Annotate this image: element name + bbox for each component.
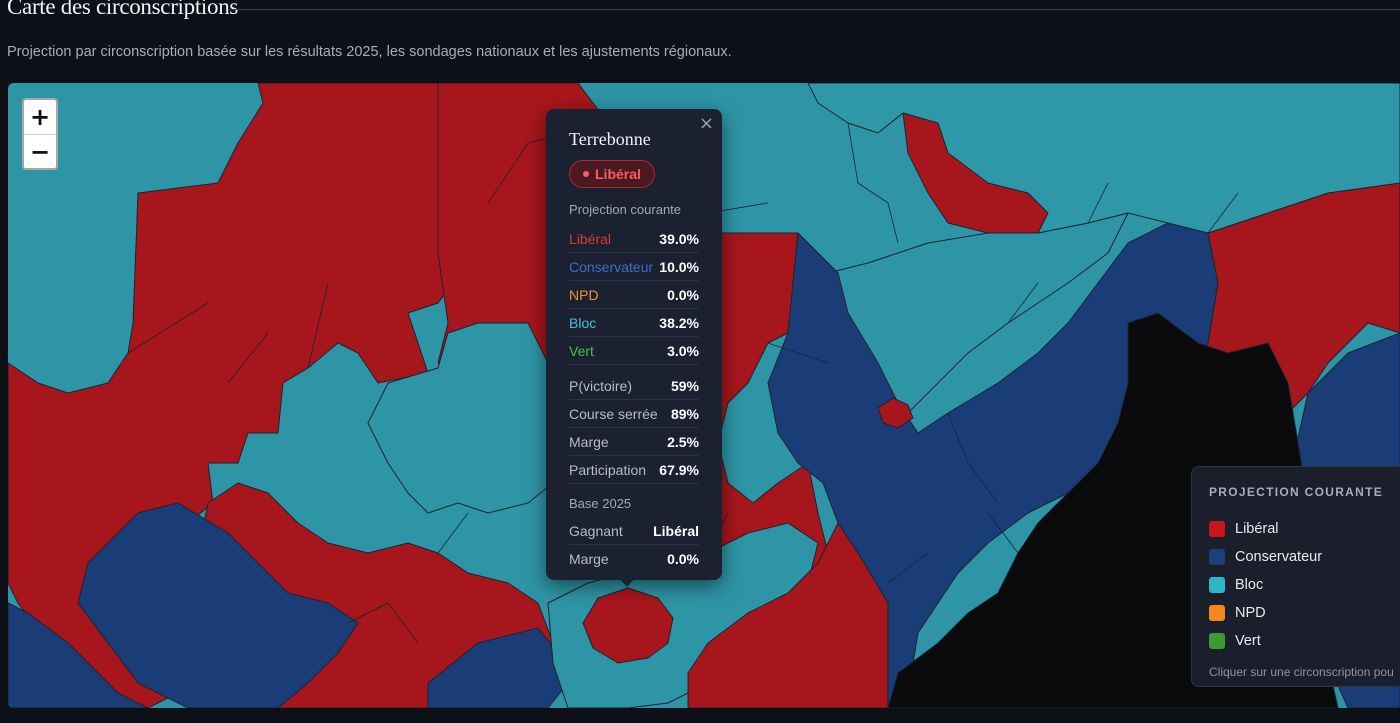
winner-badge-label: Libéral [595,166,641,182]
projection-row: Conservateur 10.0% [569,253,699,281]
legend-title: PROJECTION COURANTE [1209,485,1384,499]
riding-montreal-liberal[interactable] [582,587,674,664]
map-legend: PROJECTION COURANTE Libéral Conservateur B… [1191,466,1400,687]
legend-item: Vert [1209,627,1400,655]
stat-value: 59% [670,377,699,394]
stats-table: P(victoire) 59% Course serrée 89% Marge 2.5% P… [569,372,699,484]
projection-label: Conservateur [569,258,654,275]
base-row: Marge 0.0% [569,545,699,572]
base-value: 0.0% [667,550,699,567]
base-value: Libéral [653,522,699,539]
base-label: Marge [569,550,609,567]
legend-item: Conservateur [1209,543,1400,571]
projection-value: 10.0% [659,258,699,275]
stat-value: 2.5% [667,433,699,450]
riding-name: Terrebonne [569,129,651,149]
legend-swatch [1209,521,1225,537]
projection-row: Vert 3.0% [569,337,699,365]
legend-swatch [1209,549,1225,565]
riding-popup: × Terrebonne Libéral Projection courante… [546,109,722,580]
zoom-out-button[interactable]: − [29,138,51,166]
stat-row: Marge 2.5% [569,428,699,456]
base-label: Gagnant [569,522,623,539]
close-icon[interactable]: × [698,113,714,134]
legend-swatch [1209,605,1225,621]
winner-badge: Libéral [569,160,655,188]
stat-value: 67.9% [659,461,699,478]
legend-item-label: NPD [1235,605,1266,621]
stat-label: Course serrée [569,405,658,422]
legend-item: Libéral [1209,515,1400,543]
riding-quebec-city-liberal[interactable] [877,397,914,429]
projection-label: Libéral [569,230,612,247]
riding-north-bloc[interactable] [807,83,1400,234]
legend-item-label: Bloc [1235,577,1264,593]
section-subtitle: Projection par circonscription basée sur… [7,44,732,60]
projection-row: Bloc 38.2% [569,309,699,337]
stat-label: P(victoire) [569,377,633,394]
zoom-control: + − [22,98,58,170]
legend-item-label: Libéral [1235,521,1279,537]
stat-row: Course serrée 89% [569,400,699,428]
base-table: Gagnant Libéral Marge 0.0% [569,517,699,572]
projection-value: 38.2% [659,314,699,331]
legend-item: NPD [1209,599,1400,627]
riding-central-bloc[interactable] [367,322,569,514]
title-divider [228,9,1400,10]
legend-swatch [1209,633,1225,649]
legend-item-label: Conservateur [1235,549,1323,565]
stat-row: P(victoire) 59% [569,372,699,400]
popup-pointer [619,578,635,587]
legend-item: Bloc [1209,571,1400,599]
stat-label: Participation [569,461,647,478]
riding-southwest-conservative[interactable] [77,502,359,708]
base-heading: Base 2025 [569,496,632,511]
stat-row: Participation 67.9% [569,456,699,484]
legend-swatch [1209,577,1225,593]
projection-heading: Projection courante [569,202,682,217]
projection-label: NPD [569,286,599,303]
projection-value: 0.0% [667,286,699,303]
projection-row: Libéral 39.0% [569,225,699,253]
stat-label: Marge [569,433,609,450]
zoom-in-button[interactable]: + [24,100,56,135]
projection-row: NPD 0.0% [569,281,699,309]
section-title: Carte des circonscriptions [7,0,239,19]
projection-label: Vert [569,342,594,359]
legend-hint: Cliquer sur une circonscription pou [1209,665,1394,679]
legend-list: Libéral Conservateur Bloc NPD Vert [1209,515,1400,655]
legend-item-label: Vert [1235,633,1261,649]
stat-value: 89% [670,405,699,422]
projection-table: Libéral 39.0% Conservateur 10.0% NPD 0.0% Bloc… [569,225,699,365]
dot-icon [583,171,589,177]
projection-value: 3.0% [667,342,699,359]
riding-west-conservative[interactable] [8,602,149,708]
base-row: Gagnant Libéral [569,517,699,545]
projection-label: Bloc [569,314,597,331]
projection-value: 39.0% [659,230,699,247]
